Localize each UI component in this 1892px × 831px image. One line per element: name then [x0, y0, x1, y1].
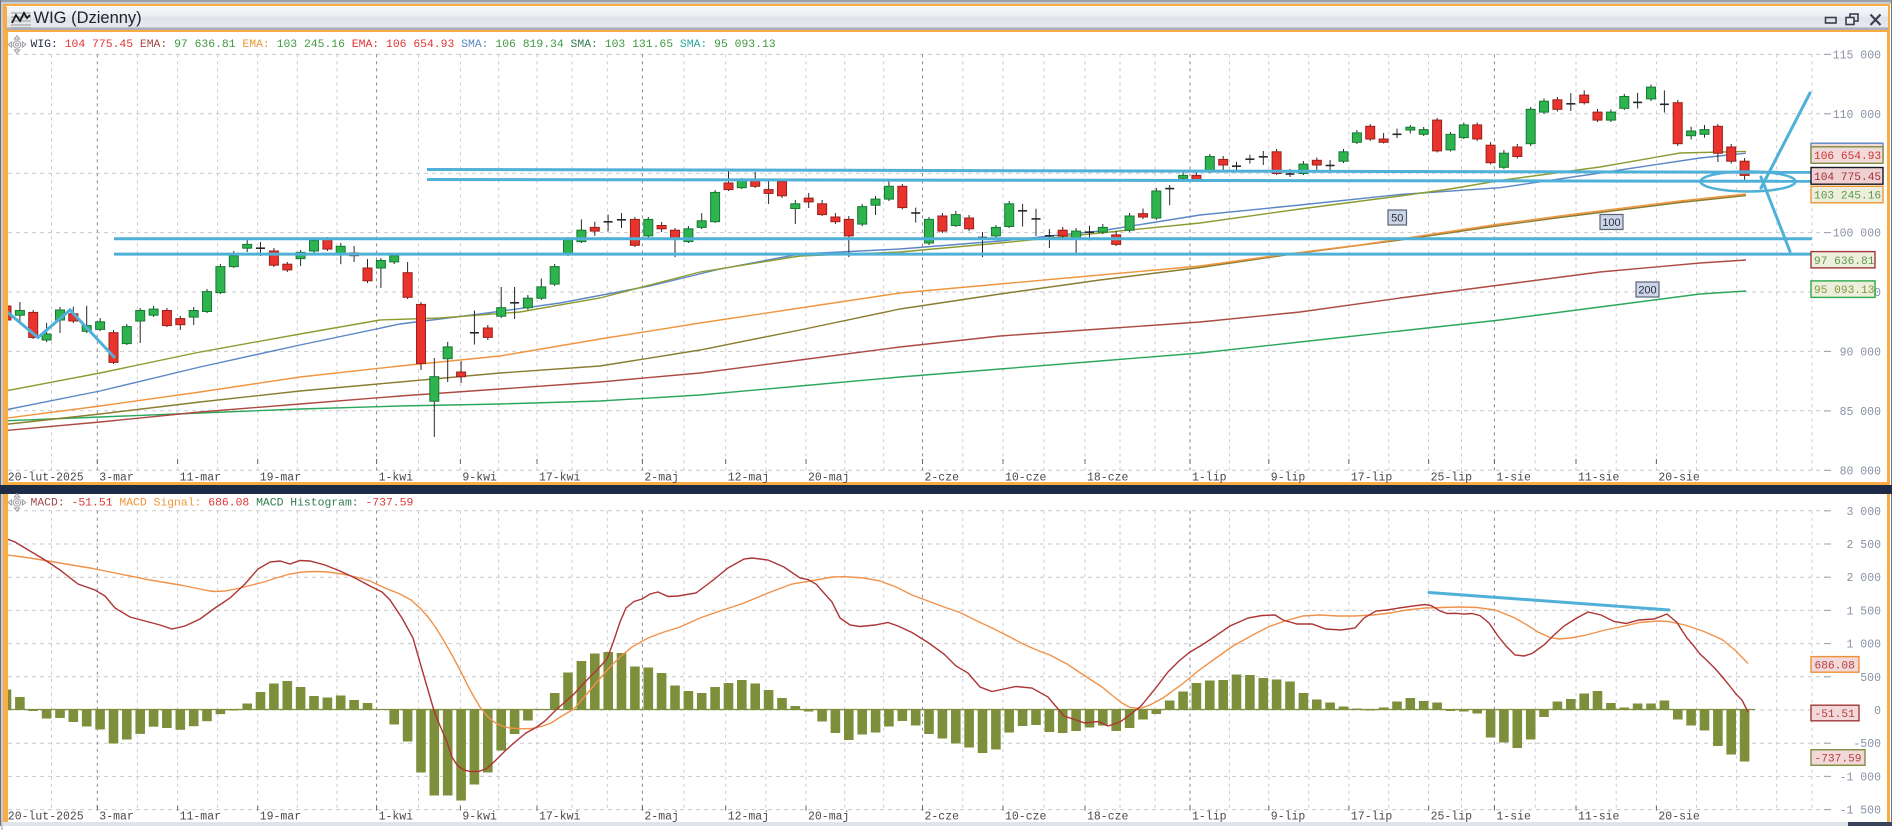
svg-text:18-cze: 18-cze	[1087, 472, 1129, 485]
svg-text:19-mar: 19-mar	[260, 472, 301, 485]
svg-text:1-kwi: 1-kwi	[379, 472, 414, 485]
svg-text:-500: -500	[1853, 738, 1881, 751]
svg-text:-737.59: -737.59	[1815, 754, 1862, 766]
svg-text:1-lip: 1-lip	[1192, 472, 1227, 485]
svg-text:1 500: 1 500	[1846, 605, 1881, 618]
svg-text:17-lip: 17-lip	[1351, 811, 1393, 824]
svg-text:3-mar: 3-mar	[99, 811, 134, 824]
svg-text:20-maj: 20-maj	[808, 472, 849, 485]
svg-text:97 636.81: 97 636.81	[1814, 256, 1875, 268]
svg-text:12-maj: 12-maj	[728, 472, 769, 485]
svg-text:9-kwi: 9-kwi	[462, 472, 497, 485]
svg-text:115 000: 115 000	[1833, 49, 1881, 62]
svg-text:10-cze: 10-cze	[1005, 472, 1047, 485]
svg-text:-51.51: -51.51	[1815, 709, 1856, 721]
svg-text:686.08: 686.08	[1815, 661, 1855, 673]
svg-text:1-sie: 1-sie	[1496, 811, 1531, 824]
svg-text:25-lip: 25-lip	[1431, 811, 1473, 824]
svg-text:20-lut-2025: 20-lut-2025	[8, 472, 84, 485]
svg-text:20-sie: 20-sie	[1658, 811, 1700, 824]
svg-text:85 000: 85 000	[1840, 406, 1882, 419]
svg-text:80 000: 80 000	[1840, 465, 1882, 478]
svg-text:1 000: 1 000	[1846, 639, 1881, 652]
svg-text:500: 500	[1860, 672, 1881, 685]
svg-text:18-cze: 18-cze	[1087, 811, 1129, 824]
svg-text:17-kwi: 17-kwi	[539, 472, 581, 485]
svg-text:9-lip: 9-lip	[1271, 811, 1306, 824]
svg-text:9-kwi: 9-kwi	[462, 811, 497, 824]
svg-text:2-cze: 2-cze	[925, 472, 960, 485]
svg-text:10-cze: 10-cze	[1005, 811, 1047, 824]
svg-text:2 500: 2 500	[1846, 539, 1881, 552]
svg-text:2-maj: 2-maj	[644, 811, 679, 824]
svg-text:200: 200	[1638, 285, 1656, 297]
svg-text:2 000: 2 000	[1846, 572, 1881, 585]
svg-text:11-mar: 11-mar	[180, 472, 221, 485]
svg-text:19-mar: 19-mar	[260, 811, 301, 824]
svg-text:11-mar: 11-mar	[180, 811, 221, 824]
svg-text:100: 100	[1602, 217, 1620, 229]
svg-text:2-maj: 2-maj	[644, 472, 679, 485]
svg-text:0: 0	[1874, 705, 1881, 718]
svg-text:100 000: 100 000	[1833, 228, 1881, 241]
svg-text:90 000: 90 000	[1840, 346, 1882, 359]
svg-text:95 093.13: 95 093.13	[1814, 285, 1874, 297]
svg-text:1-sie: 1-sie	[1496, 472, 1531, 485]
svg-text:-1 000: -1 000	[1840, 771, 1882, 784]
svg-text:106 654.93: 106 654.93	[1814, 151, 1881, 163]
svg-text:1-kwi: 1-kwi	[379, 811, 414, 824]
svg-text:11-sie: 11-sie	[1578, 472, 1620, 485]
svg-text:20-lut-2025: 20-lut-2025	[8, 811, 84, 824]
svg-text:3 000: 3 000	[1846, 506, 1881, 519]
svg-text:20-maj: 20-maj	[808, 811, 849, 824]
svg-text:12-maj: 12-maj	[728, 811, 769, 824]
svg-text:17-lip: 17-lip	[1351, 472, 1393, 485]
svg-text:1-lip: 1-lip	[1192, 811, 1227, 824]
svg-text:20-sie: 20-sie	[1658, 472, 1700, 485]
svg-text:2-cze: 2-cze	[925, 811, 960, 824]
svg-text:MACD: -51.51 MACD Signal: 686.: MACD: -51.51 MACD Signal: 686.08 MACD Hi…	[31, 498, 414, 510]
svg-text:104 775.45: 104 775.45	[1814, 172, 1881, 184]
svg-text:17-kwi: 17-kwi	[539, 811, 581, 824]
svg-text:103 245.16: 103 245.16	[1814, 191, 1881, 203]
svg-text:3-mar: 3-mar	[99, 472, 134, 485]
svg-text:WIG: 104 775.45 EMA: 97 636.81: WIG: 104 775.45 EMA: 97 636.81 EMA: 103 …	[31, 39, 776, 51]
svg-text:110 000: 110 000	[1833, 109, 1881, 122]
svg-text:25-lip: 25-lip	[1431, 472, 1473, 485]
svg-text:9-lip: 9-lip	[1271, 472, 1306, 485]
svg-text:50: 50	[1391, 213, 1403, 225]
svg-text:-1 500: -1 500	[1840, 805, 1882, 818]
svg-text:11-sie: 11-sie	[1578, 811, 1620, 824]
